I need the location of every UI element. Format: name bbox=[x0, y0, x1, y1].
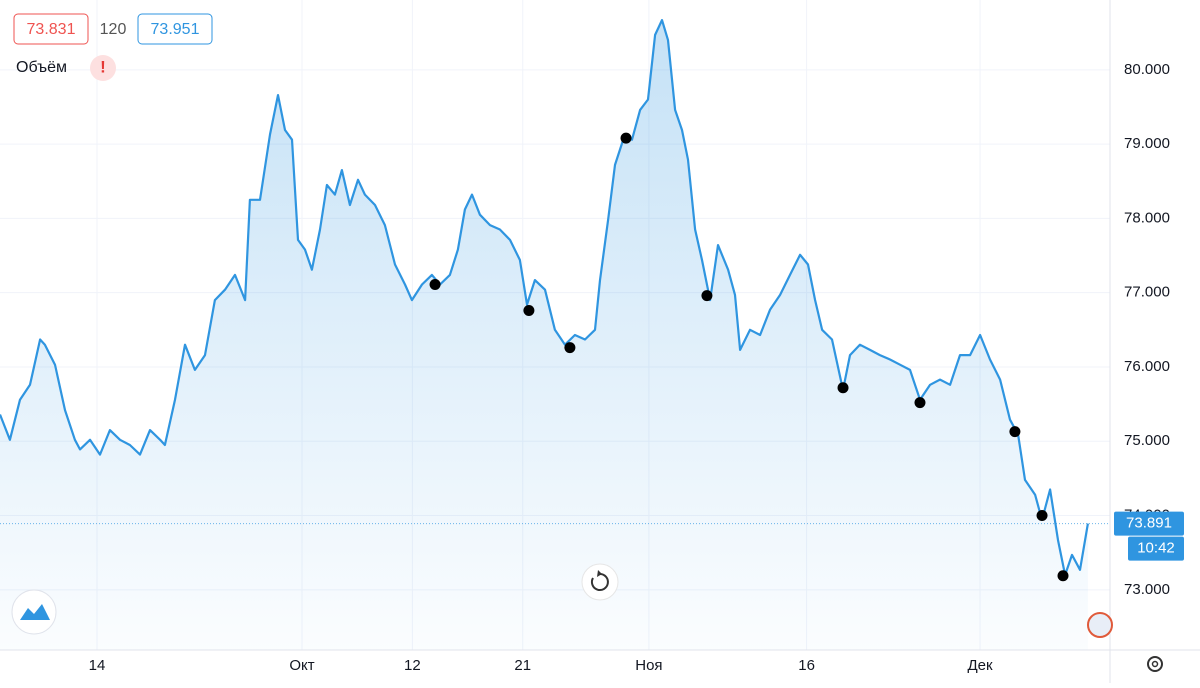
alert-text: ! bbox=[100, 57, 106, 76]
y-tick-label: 79.000 bbox=[1124, 135, 1170, 152]
x-tick-label: Окт bbox=[289, 657, 314, 674]
area-fill bbox=[0, 20, 1088, 651]
x-tick-label: Ноя bbox=[635, 657, 662, 674]
logo-button[interactable] bbox=[11, 589, 57, 635]
settings-icon-center bbox=[1151, 660, 1159, 668]
y-tick-label: 76.000 bbox=[1124, 358, 1170, 375]
y-tick-label: 80.000 bbox=[1124, 61, 1170, 78]
x-tick-label: 16 bbox=[798, 657, 815, 674]
price-line bbox=[0, 19, 1089, 577]
event-marker bbox=[1036, 510, 1048, 522]
bid-box bbox=[13, 13, 89, 45]
y-tick-label: 78.000 bbox=[1124, 209, 1170, 226]
event-marker bbox=[837, 382, 849, 394]
alert-icon[interactable] bbox=[90, 55, 116, 81]
reset-icon bbox=[590, 573, 609, 591]
event-marker bbox=[429, 279, 441, 291]
last-price-box bbox=[1114, 511, 1184, 536]
event-marker bbox=[701, 290, 713, 302]
event-marker bbox=[564, 342, 576, 354]
plot bbox=[0, 19, 1110, 651]
x-tick-label: Дек bbox=[968, 657, 994, 674]
event-marker bbox=[523, 305, 535, 317]
last-time-box bbox=[1128, 536, 1184, 561]
y-tick-label: 75.000 bbox=[1124, 432, 1170, 449]
event-marker bbox=[914, 397, 926, 409]
last-time-label: 10:42 bbox=[1137, 540, 1175, 557]
x-tick-label: 21 bbox=[514, 657, 531, 674]
y-tick-label: 73.000 bbox=[1124, 581, 1170, 598]
axes: 73.00074.00075.00076.00077.00078.00079.0… bbox=[89, 0, 1184, 674]
indicator-label[interactable]: Объём bbox=[16, 59, 67, 76]
event-marker bbox=[1057, 570, 1069, 582]
bid: 73.831 bbox=[27, 21, 76, 38]
x-tick-label: 14 bbox=[89, 657, 106, 674]
currency-flag[interactable] bbox=[1087, 612, 1113, 638]
event-marker bbox=[1009, 426, 1021, 438]
reset-icon-arrow bbox=[597, 570, 602, 577]
ask: 73.951 bbox=[151, 21, 200, 38]
y-tick-label: 81.000 bbox=[1124, 0, 1170, 4]
settings-icon[interactable] bbox=[1147, 656, 1163, 672]
last-price-label: 73.891 bbox=[1126, 515, 1172, 532]
reset-button[interactable] bbox=[581, 563, 619, 601]
x-tick-label: 12 bbox=[404, 657, 421, 674]
event-marker bbox=[620, 132, 632, 144]
ask-box bbox=[137, 13, 213, 45]
spread: 120 bbox=[100, 21, 127, 38]
y-tick-label: 77.000 bbox=[1124, 284, 1170, 301]
logo-icon bbox=[20, 604, 50, 620]
